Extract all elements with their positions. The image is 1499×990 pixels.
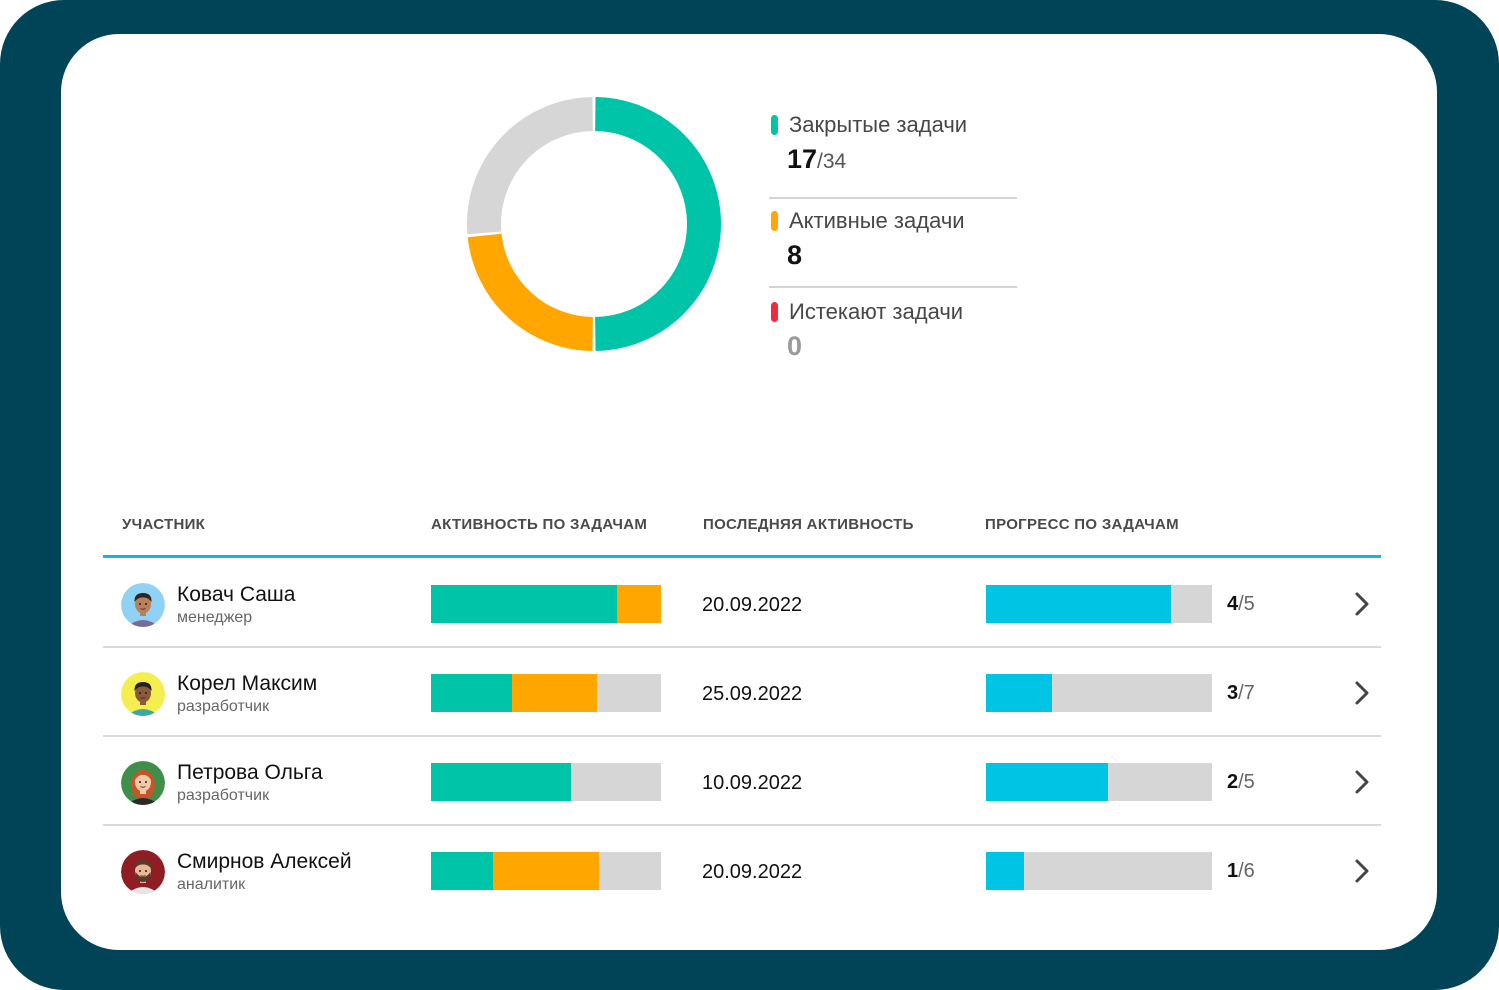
- table-row[interactable]: Петрова Ольга разработчик 10.09.2022 2/5: [103, 737, 1381, 826]
- column-header-member: УЧАСТНИК: [122, 516, 206, 533]
- stat-expiring-count: 0: [787, 331, 803, 361]
- member-name: Ковач Саша: [177, 583, 296, 606]
- activity-bar: [431, 674, 661, 712]
- progress-total: /5: [1238, 593, 1255, 615]
- stat-active-label: Активные задачи: [789, 208, 965, 233]
- column-header-last-activity: ПОСЛЕДНЯЯ АКТИВНОСТЬ: [703, 516, 914, 533]
- stat-closed-label: Закрытые задачи: [789, 112, 968, 137]
- progress-done: 3: [1227, 682, 1239, 704]
- member-name: Петрова Ольга: [177, 761, 323, 784]
- chevron-right-icon[interactable]: [1352, 856, 1372, 886]
- progress-bar: [986, 852, 1212, 890]
- progress-total: /7: [1238, 682, 1255, 704]
- member-role: разработчик: [177, 698, 270, 715]
- progress-done: 4: [1227, 593, 1239, 615]
- activity-closed-segment: [431, 585, 618, 623]
- progress-done: 2: [1227, 771, 1239, 793]
- last-activity-date: 10.09.2022: [702, 772, 803, 794]
- stat-closed-value: 17/34: [787, 144, 846, 175]
- progress-ratio: 4/5: [1227, 593, 1255, 616]
- header-divider: [103, 555, 1381, 558]
- stat-active: Активные задачи 8: [769, 197, 1017, 286]
- last-activity-date: 25.09.2022: [702, 683, 803, 705]
- row-divider: [103, 646, 1381, 648]
- bearded-man-avatar-icon: [121, 850, 165, 894]
- member-name: Смирнов Алексей: [177, 850, 352, 873]
- chevron-right-icon[interactable]: [1352, 767, 1372, 797]
- woman-avatar-icon: [121, 761, 165, 805]
- activity-bar: [431, 852, 661, 890]
- row-divider: [103, 735, 1381, 737]
- member-name: Корел Максим: [177, 672, 318, 695]
- progress-fill: [986, 585, 1172, 623]
- last-activity-date: 20.09.2022: [702, 861, 803, 883]
- stat-expiring-label: Истекают задачи: [789, 299, 964, 324]
- activity-bar: [431, 585, 661, 623]
- stat-expiring-marker: [771, 302, 778, 322]
- progress-fill: [986, 674, 1052, 712]
- donut-slice-closed: [594, 97, 721, 351]
- table-row[interactable]: Смирнов Алексей аналитик 20.09.2022 1/6: [103, 826, 1381, 915]
- progress-bar: [986, 763, 1212, 801]
- progress-done: 1: [1227, 860, 1239, 882]
- stat-active-marker: [771, 211, 778, 231]
- tasks-donut-chart: [467, 97, 721, 351]
- activity-closed-segment: [431, 674, 512, 712]
- donut-slice-remaining: [467, 97, 594, 235]
- row-divider: [103, 824, 1381, 826]
- progress-ratio: 3/7: [1227, 682, 1255, 705]
- activity-closed-segment: [431, 763, 572, 801]
- stat-closed-count: 17: [787, 144, 818, 174]
- member-role: аналитик: [177, 876, 246, 893]
- stat-closed-marker: [771, 115, 778, 135]
- last-activity-date: 20.09.2022: [702, 594, 803, 616]
- activity-active-segment: [617, 585, 661, 623]
- stat-expiring-value: 0: [787, 331, 802, 362]
- activity-active-segment: [511, 674, 597, 712]
- stat-active-value: 8: [787, 240, 802, 271]
- column-header-activity: АКТИВНОСТЬ ПО ЗАДАЧАМ: [431, 516, 648, 533]
- progress-bar: [986, 585, 1212, 623]
- progress-total: /6: [1238, 860, 1255, 882]
- chevron-right-icon[interactable]: [1352, 589, 1372, 619]
- member-role: менеджер: [177, 609, 253, 626]
- activity-bar: [431, 763, 661, 801]
- table-row[interactable]: Корел Максим разработчик 25.09.2022 3/7: [103, 648, 1381, 737]
- progress-ratio: 1/6: [1227, 860, 1255, 883]
- member-role: разработчик: [177, 787, 270, 804]
- man-avatar-icon: [121, 672, 165, 716]
- stat-expiring: Истекают задачи 0: [769, 286, 1017, 375]
- activity-active-segment: [493, 852, 599, 890]
- activity-closed-segment: [431, 852, 494, 890]
- column-header-progress: ПРОГРЕСС ПО ЗАДАЧАМ: [985, 516, 1179, 533]
- donut-slice-active: [467, 233, 594, 351]
- stat-active-count: 8: [787, 240, 803, 270]
- progress-ratio: 2/5: [1227, 771, 1255, 794]
- man-avatar-icon: [121, 583, 165, 627]
- task-stats: Закрытые задачи 17/34 Активные задачи 8 …: [769, 110, 1017, 375]
- progress-bar: [986, 674, 1212, 712]
- progress-fill: [986, 852, 1025, 890]
- table-row[interactable]: Ковач Саша менеджер 20.09.2022 4/5: [103, 559, 1381, 648]
- stat-closed-total: /34: [817, 150, 847, 173]
- progress-total: /5: [1238, 771, 1255, 793]
- stat-closed: Закрытые задачи 17/34: [769, 110, 1017, 197]
- progress-fill: [986, 763, 1109, 801]
- chevron-right-icon[interactable]: [1352, 678, 1372, 708]
